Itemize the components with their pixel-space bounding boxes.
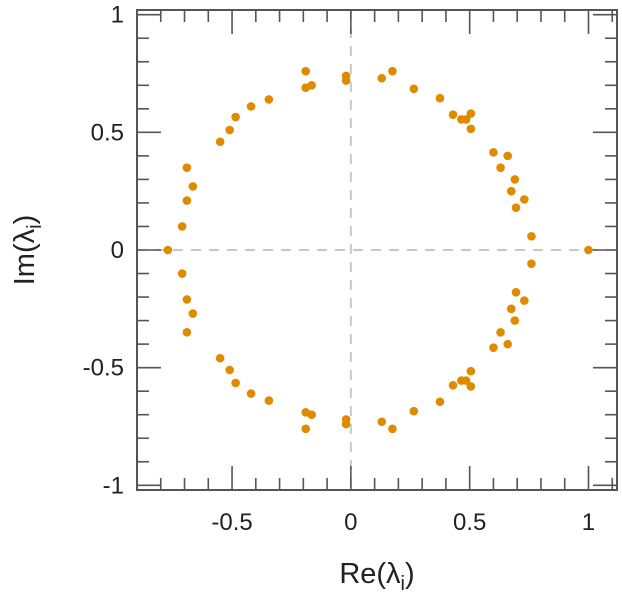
data-point — [506, 304, 516, 314]
x-tick-label: 1 — [582, 509, 595, 536]
y-tick-label: 0.5 — [91, 119, 124, 146]
data-point — [466, 124, 476, 134]
data-point — [520, 296, 529, 305]
data-point — [496, 163, 505, 172]
data-point — [307, 80, 316, 90]
y-tick-label: -0.5 — [83, 355, 124, 382]
data-point — [231, 112, 240, 122]
data-point — [264, 95, 274, 104]
reference-lines — [137, 10, 617, 490]
data-point — [466, 366, 476, 376]
data-point — [188, 309, 198, 318]
data-point — [215, 137, 225, 147]
data-points — [163, 66, 593, 434]
data-point — [341, 76, 351, 85]
data-point — [182, 163, 192, 172]
data-point — [435, 93, 445, 103]
axes: -0.5 0 0.5 1 1 0.5 0 -0.5 -1 — [83, 2, 618, 536]
y-tick-label: 1 — [111, 2, 124, 29]
data-point — [225, 125, 234, 135]
data-point — [307, 410, 316, 420]
data-point — [377, 73, 387, 83]
data-point — [163, 245, 173, 255]
data-point — [377, 417, 387, 427]
data-point — [225, 365, 234, 375]
data-point — [503, 151, 512, 161]
data-point — [301, 66, 311, 76]
data-point — [177, 222, 187, 231]
data-point — [246, 102, 256, 111]
data-point — [466, 382, 476, 391]
data-point — [466, 109, 476, 118]
data-point — [527, 232, 536, 241]
data-point — [461, 115, 471, 124]
data-point — [215, 353, 225, 363]
data-point — [527, 259, 536, 268]
data-point — [435, 397, 445, 407]
data-point — [511, 203, 521, 212]
y-tick-label: -1 — [103, 472, 124, 499]
data-point — [182, 295, 192, 304]
x-tick-label: 0.5 — [453, 509, 486, 536]
data-point — [388, 66, 397, 76]
x-tick-label: 0 — [344, 509, 357, 536]
data-point — [182, 196, 192, 205]
data-point — [188, 182, 198, 191]
data-point — [409, 84, 419, 94]
x-axis-label: Re(λi) — [339, 558, 414, 595]
data-point — [409, 406, 419, 416]
data-point — [448, 110, 458, 120]
data-point — [246, 389, 256, 398]
data-point — [461, 376, 471, 385]
data-point — [510, 175, 520, 184]
data-point — [511, 288, 521, 297]
data-point — [388, 424, 397, 434]
y-tick-label: 0 — [111, 237, 124, 264]
data-point — [520, 195, 529, 204]
data-point — [341, 415, 351, 424]
data-point — [489, 148, 498, 157]
data-point — [177, 269, 187, 278]
y-axis-label: Im(λi) — [9, 215, 46, 286]
data-point — [264, 396, 274, 405]
x-tick-label: -0.5 — [211, 509, 252, 536]
data-point — [182, 328, 192, 337]
data-point — [231, 378, 240, 388]
data-point — [489, 343, 498, 352]
data-point — [510, 316, 520, 325]
data-point — [448, 380, 458, 390]
data-point — [301, 424, 311, 434]
data-point — [503, 339, 512, 349]
data-point — [584, 245, 593, 255]
data-point — [506, 186, 516, 196]
data-point — [496, 328, 505, 337]
